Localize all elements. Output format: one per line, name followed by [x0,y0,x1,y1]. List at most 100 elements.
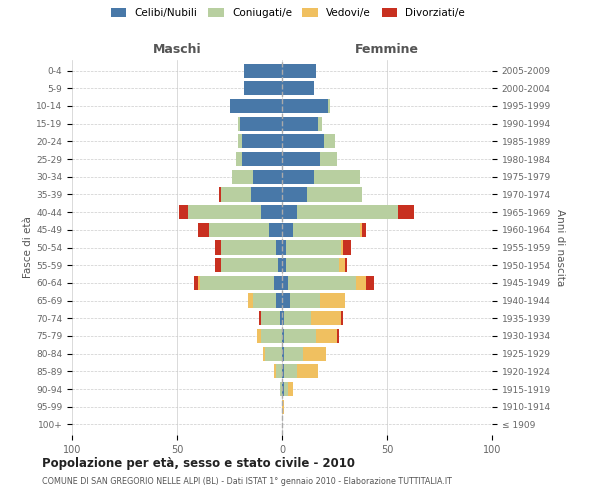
Y-axis label: Anni di nascita: Anni di nascita [555,209,565,286]
Bar [194,276,198,290]
Bar [282,152,320,166]
Bar [263,346,265,360]
Bar [282,311,284,326]
Bar [274,364,276,378]
Bar [244,81,282,96]
Bar [276,364,282,378]
Bar [187,205,261,219]
Bar [209,222,269,237]
Bar [284,364,297,378]
Bar [274,276,282,290]
Bar [282,188,307,202]
Bar [338,258,345,272]
Bar [280,311,282,326]
Bar [282,258,286,272]
Bar [200,276,274,290]
Bar [324,134,335,148]
Bar [284,311,311,326]
Bar [293,222,360,237]
Bar [328,99,331,113]
Text: Maschi: Maschi [152,44,202,57]
Bar [311,311,341,326]
Bar [282,222,293,237]
Bar [289,276,355,290]
Bar [221,258,278,272]
Bar [282,99,328,113]
Bar [282,170,314,184]
Bar [282,116,318,131]
Bar [314,170,360,184]
Bar [290,294,320,308]
Bar [215,258,221,272]
Text: Femmine: Femmine [355,44,419,57]
Bar [355,276,366,290]
Bar [179,205,187,219]
Bar [215,240,221,254]
Bar [341,311,343,326]
Bar [257,329,261,343]
Bar [282,205,296,219]
Bar [198,276,200,290]
Bar [259,311,261,326]
Bar [282,240,286,254]
Bar [221,240,276,254]
Bar [269,222,282,237]
Bar [360,222,362,237]
Bar [242,152,282,166]
Bar [238,116,240,131]
Bar [345,258,347,272]
Bar [303,346,326,360]
Bar [261,329,282,343]
Bar [240,116,282,131]
Bar [286,258,338,272]
Bar [282,400,284,414]
Bar [276,240,282,254]
Bar [261,205,282,219]
Bar [282,346,284,360]
Bar [276,294,282,308]
Bar [282,134,324,148]
Bar [337,329,339,343]
Bar [282,276,289,290]
Bar [284,346,303,360]
Bar [296,205,398,219]
Bar [282,294,290,308]
Bar [251,188,282,202]
Bar [278,258,282,272]
Bar [320,294,345,308]
Bar [296,364,318,378]
Bar [248,294,253,308]
Bar [286,240,341,254]
Text: Popolazione per età, sesso e stato civile - 2010: Popolazione per età, sesso e stato civil… [42,458,355,470]
Legend: Celibi/Nubili, Coniugati/e, Vedovi/e, Divorziati/e: Celibi/Nubili, Coniugati/e, Vedovi/e, Di… [111,8,465,18]
Bar [282,329,284,343]
Bar [341,240,343,254]
Y-axis label: Fasce di età: Fasce di età [23,216,33,278]
Bar [253,170,282,184]
Text: COMUNE DI SAN GREGORIO NELLE ALPI (BL) - Dati ISTAT 1° gennaio 2010 - Elaborazio: COMUNE DI SAN GREGORIO NELLE ALPI (BL) -… [42,478,452,486]
Bar [284,329,316,343]
Bar [282,364,284,378]
Bar [366,276,374,290]
Bar [343,240,351,254]
Bar [307,188,362,202]
Bar [219,188,221,202]
Bar [320,152,337,166]
Bar [244,64,282,78]
Bar [242,134,282,148]
Bar [282,81,314,96]
Bar [232,170,253,184]
Bar [221,188,251,202]
Bar [253,294,276,308]
Bar [284,382,289,396]
Bar [265,346,282,360]
Bar [236,152,242,166]
Bar [280,382,282,396]
Bar [316,329,337,343]
Bar [289,382,293,396]
Bar [362,222,366,237]
Bar [229,99,282,113]
Bar [198,222,209,237]
Bar [398,205,415,219]
Bar [318,116,322,131]
